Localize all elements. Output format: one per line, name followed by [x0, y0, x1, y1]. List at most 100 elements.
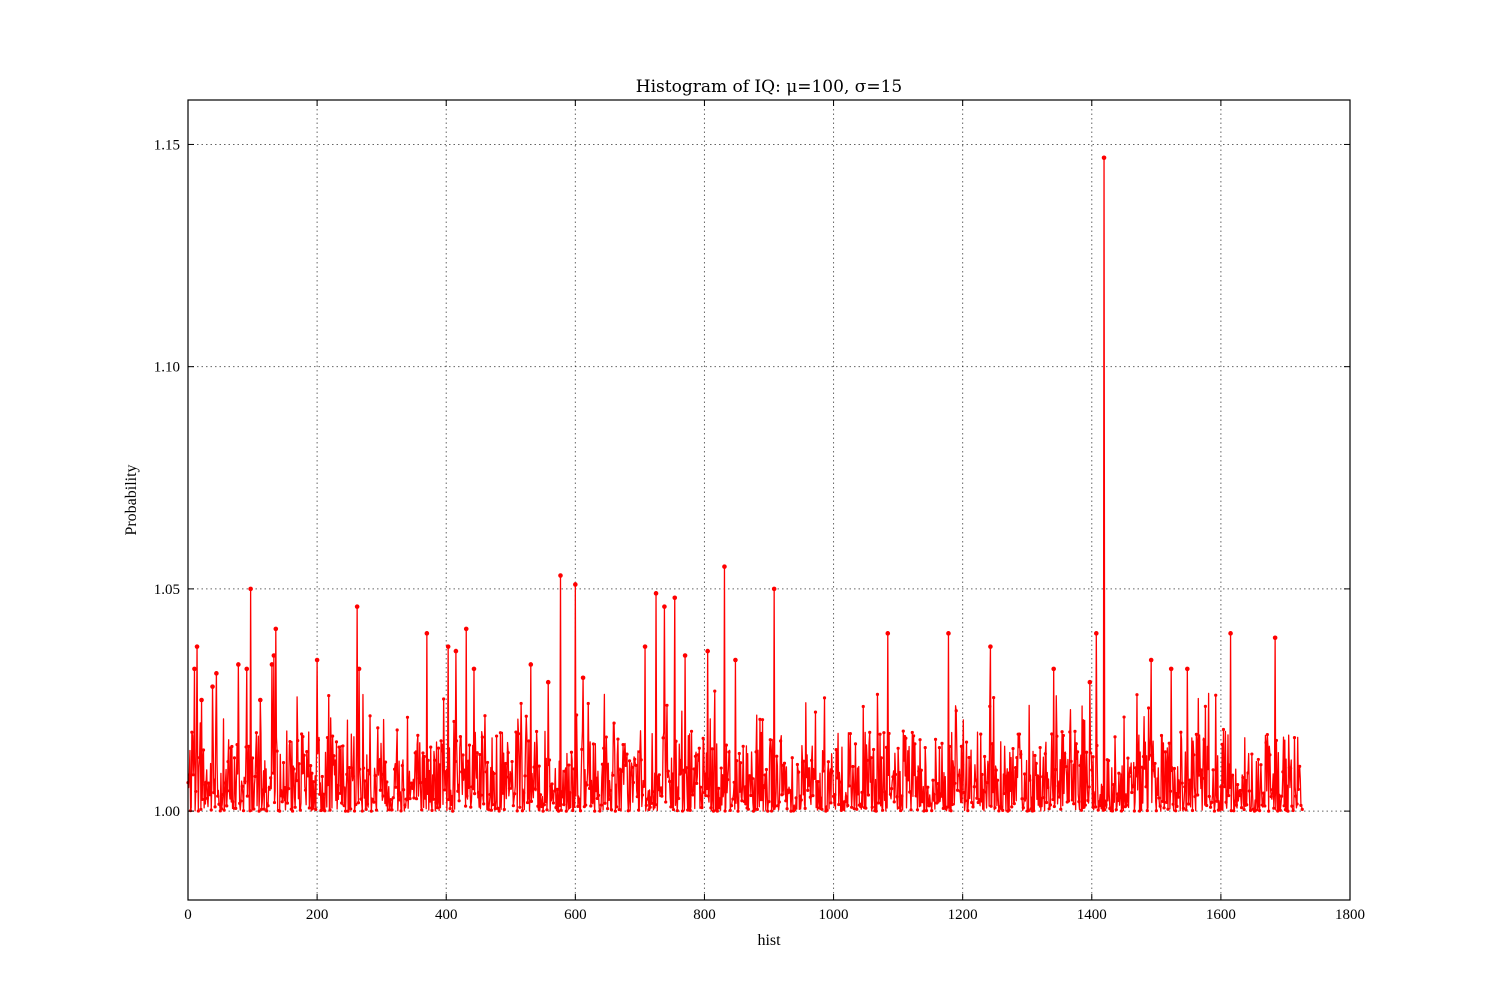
- data-point: [646, 797, 650, 801]
- data-point: [449, 802, 453, 807]
- data-point: [256, 771, 260, 775]
- data-point: [1114, 808, 1118, 812]
- data-point: [850, 805, 854, 809]
- data-point: [1130, 790, 1134, 795]
- peak-point: [1101, 155, 1107, 161]
- data-point: [378, 788, 382, 792]
- data-point: [742, 799, 747, 804]
- peak-point: [199, 697, 204, 703]
- data-point: [1118, 793, 1122, 797]
- data-point: [625, 752, 629, 756]
- data-point: [595, 796, 599, 801]
- data-point: [1100, 806, 1104, 810]
- data-point: [859, 802, 863, 806]
- data-point: [609, 808, 614, 812]
- data-point: [741, 744, 745, 748]
- data-point: [1144, 785, 1148, 789]
- data-point: [870, 805, 874, 809]
- data-point: [586, 701, 590, 706]
- data-point: [931, 778, 935, 782]
- data-point: [453, 759, 457, 764]
- data-point: [723, 809, 727, 813]
- data-point: [287, 786, 291, 791]
- data-point: [660, 794, 664, 798]
- data-point: [1166, 807, 1170, 811]
- data-point: [259, 807, 264, 811]
- data-point: [1038, 745, 1042, 750]
- data-point: [361, 766, 366, 770]
- peak-point: [558, 573, 563, 578]
- data-point: [285, 801, 290, 805]
- data-point: [1291, 808, 1295, 813]
- data-point: [1014, 766, 1018, 770]
- data-point: [776, 804, 780, 808]
- data-point: [494, 734, 499, 738]
- data-point: [263, 789, 268, 793]
- data-point: [544, 799, 548, 804]
- data-point: [891, 775, 895, 779]
- data-point: [895, 795, 899, 799]
- data-point: [804, 775, 809, 779]
- data-point: [354, 802, 358, 807]
- data-point: [731, 797, 735, 801]
- peak-point: [453, 648, 459, 654]
- data-point: [475, 751, 479, 755]
- data-point: [878, 732, 882, 736]
- data-point: [790, 756, 794, 760]
- data-point: [1161, 799, 1165, 803]
- data-point: [1279, 794, 1284, 798]
- data-point: [637, 808, 641, 812]
- data-point: [888, 792, 892, 796]
- data-point: [700, 805, 704, 810]
- data-point: [342, 804, 346, 808]
- data-point: [698, 785, 703, 789]
- data-point: [473, 792, 477, 796]
- data-point: [1112, 782, 1116, 787]
- data-point: [883, 790, 887, 794]
- data-point: [890, 786, 894, 791]
- data-point: [235, 743, 239, 747]
- data-point: [465, 794, 469, 798]
- data-point: [1250, 752, 1254, 756]
- data-point: [701, 736, 705, 741]
- data-point: [1023, 772, 1027, 776]
- data-point: [1229, 809, 1233, 813]
- data-point: [622, 751, 627, 755]
- data-point: [1177, 783, 1182, 788]
- data-point: [1295, 802, 1299, 806]
- data-point: [439, 739, 443, 743]
- data-point: [869, 756, 873, 760]
- x-tick-label: 1200: [948, 907, 978, 923]
- data-point: [616, 737, 620, 741]
- data-point: [1197, 773, 1201, 777]
- data-point: [1247, 789, 1251, 793]
- data-point: [1032, 809, 1036, 813]
- data-point: [720, 774, 725, 778]
- data-point: [897, 806, 902, 810]
- peak-point: [194, 644, 200, 649]
- data-point: [376, 726, 380, 730]
- data-point: [709, 806, 713, 810]
- data-point: [329, 753, 333, 758]
- data-point: [1210, 800, 1214, 804]
- data-point: [868, 730, 872, 734]
- data-point: [811, 794, 815, 798]
- data-point: [840, 806, 845, 810]
- data-point: [611, 773, 615, 777]
- data-point: [1010, 805, 1014, 809]
- data-point: [1085, 750, 1089, 754]
- data-point: [429, 745, 433, 749]
- data-point: [1088, 751, 1093, 755]
- data-point: [948, 744, 952, 749]
- data-point: [785, 807, 789, 811]
- data-point: [457, 799, 461, 803]
- data-point: [462, 768, 466, 772]
- peak-point: [573, 582, 578, 587]
- data-point: [398, 798, 402, 802]
- data-point: [1230, 773, 1235, 777]
- data-point: [334, 740, 339, 744]
- data-point: [225, 804, 229, 808]
- data-point: [1143, 766, 1147, 770]
- data-point: [1034, 761, 1038, 766]
- data-point: [715, 809, 719, 813]
